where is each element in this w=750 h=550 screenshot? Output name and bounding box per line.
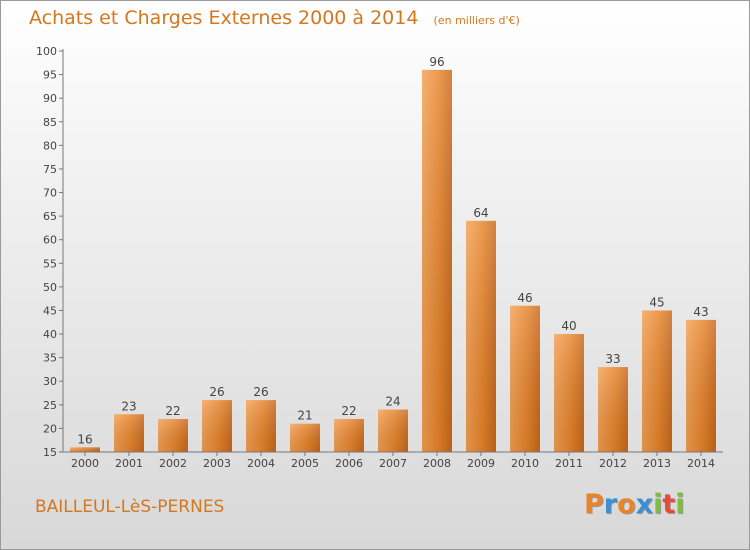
x-tick-label-2006: 2006 (335, 457, 363, 470)
logo-letter: i (675, 489, 685, 520)
x-tick-label-2000: 2000 (71, 457, 99, 470)
commune-name: BAILLEUL-LèS-PERNES (35, 497, 225, 517)
bar-sheen-2003 (202, 400, 232, 452)
x-tick-label-2001: 2001 (115, 457, 143, 470)
x-tick-label-2002: 2002 (159, 457, 187, 470)
x-tick-label-2009: 2009 (467, 457, 495, 470)
y-tick-label: 60 (43, 234, 57, 247)
y-axis-ticks: 15 20 25 30 35 40 45 50 55 60 65 70 75 80 85 90 95 100 (36, 45, 64, 459)
y-tick-label: 70 (43, 187, 57, 200)
bar-sheen-2011 (554, 334, 584, 452)
y-tick-label: 90 (43, 92, 57, 105)
x-tick-label-2013: 2013 (643, 457, 671, 470)
value-label-2010: 46 (517, 291, 532, 305)
proxiti-logo: Proxiti (584, 489, 685, 520)
y-tick-label: 30 (43, 375, 57, 388)
x-tick-label-2011: 2011 (555, 457, 583, 470)
x-tick-label-2012: 2012 (599, 457, 627, 470)
logo-letter: o (617, 489, 636, 520)
bar-sheen-2001 (114, 414, 144, 452)
logo-letter: P (584, 489, 604, 520)
logo-letter: t (662, 489, 676, 520)
value-labels: 16 23 22 26 26 21 22 24 96 64 46 40 33 45 43 (77, 55, 708, 446)
logo-letter: x (635, 489, 654, 520)
y-tick-label: 45 (43, 304, 57, 317)
value-label-2002: 22 (165, 404, 180, 418)
title-row: Achats et Charges Externes 2000 à 2014 (… (29, 7, 520, 29)
x-axis: 2000 2001 2002 2003 2004 2005 2006 2007 2008 2009… (63, 451, 723, 470)
y-tick-label: 85 (43, 116, 57, 129)
bar-sheen-2010 (510, 305, 540, 452)
x-tick-label-2003: 2003 (203, 457, 231, 470)
bar-sheen-2002 (158, 418, 188, 452)
bars (70, 69, 716, 452)
y-tick-label: 75 (43, 163, 57, 176)
bar-sheen-2000 (70, 447, 100, 452)
x-tick-label-2005: 2005 (291, 457, 319, 470)
y-tick-label: 100 (36, 45, 57, 58)
x-tick-label-2004: 2004 (247, 457, 275, 470)
logo-letter: i (653, 489, 663, 520)
value-label-2004: 26 (253, 385, 268, 399)
value-label-2008: 96 (429, 55, 444, 69)
logo-letter: r (603, 489, 618, 520)
y-tick-label: 65 (43, 210, 57, 223)
y-tick-label: 80 (43, 139, 57, 152)
chart-title: Achats et Charges Externes 2000 à 2014 (29, 7, 419, 29)
value-label-2014: 43 (693, 305, 708, 319)
bar-sheen-2012 (598, 367, 628, 452)
value-label-2005: 21 (297, 409, 312, 423)
bar-sheen-2014 (686, 319, 716, 452)
y-tick-label: 20 (43, 422, 57, 435)
value-label-2006: 22 (341, 404, 356, 418)
y-tick-label: 95 (43, 69, 57, 82)
bar-sheen-2009 (466, 220, 496, 452)
value-label-2003: 26 (209, 385, 224, 399)
value-label-2011: 40 (561, 319, 576, 333)
y-tick-label: 55 (43, 257, 57, 270)
x-tick-label-2014: 2014 (687, 457, 715, 470)
bar-sheen-2004 (246, 400, 276, 452)
bar-sheen-2005 (290, 423, 320, 452)
x-tick-label-2008: 2008 (423, 457, 451, 470)
bar-sheen-2013 (642, 310, 672, 452)
value-label-2013: 45 (649, 295, 664, 309)
chart-subtitle: (en milliers d'€) (433, 14, 520, 27)
x-tick-label-2010: 2010 (511, 457, 539, 470)
bar-sheen-2007 (378, 409, 408, 452)
y-tick-label: 35 (43, 352, 57, 365)
y-tick-label: 25 (43, 399, 57, 412)
y-tick-label: 50 (43, 281, 57, 294)
x-tick-label-2007: 2007 (379, 457, 407, 470)
value-label-2009: 64 (473, 206, 488, 220)
bar-sheen-2008 (422, 69, 452, 452)
value-label-2007: 24 (385, 395, 400, 409)
bar-sheen-2006 (334, 418, 364, 452)
y-tick-label: 40 (43, 328, 57, 341)
y-tick-label: 15 (43, 446, 57, 459)
value-label-2000: 16 (77, 432, 92, 446)
value-label-2012: 33 (605, 352, 620, 366)
value-label-2001: 23 (121, 399, 136, 413)
